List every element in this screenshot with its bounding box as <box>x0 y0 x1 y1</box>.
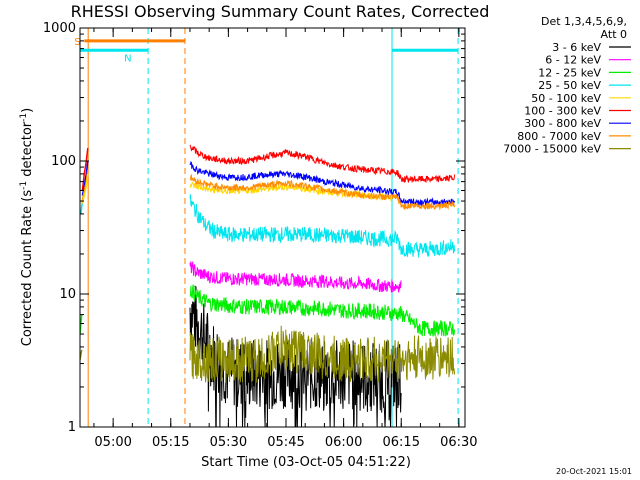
legend-entry-label: 50 - 100 keV <box>531 92 601 105</box>
series-line-8 <box>189 325 456 383</box>
y-axis-label-part1: Corrected Count Rate (s <box>20 190 35 347</box>
series-line-2 <box>189 284 456 337</box>
x-tick-label: 05:00 <box>94 435 131 450</box>
chart-title: RHESSI Observing Summary Count Rates, Co… <box>71 2 490 21</box>
x-axis-label: Start Time (03-Oct-05 04:51:22) <box>201 455 411 470</box>
y-axis-label-sup1: -1 <box>19 181 29 190</box>
saa-flag-label: S <box>74 37 80 48</box>
legend-entry-label: 100 - 300 keV <box>524 105 601 118</box>
night-flag-label: N <box>124 53 131 64</box>
y-axis-label-part2: detector <box>20 121 35 181</box>
legend-entry-label: 6 - 12 keV <box>545 54 601 67</box>
legend-entry-label: 3 - 6 keV <box>552 41 601 54</box>
legend-header-attenuator: Att 0 <box>601 28 627 41</box>
legend-header-detectors: Det 1,3,4,5,6,9, <box>541 15 627 28</box>
x-axis: 05:00 05:15 05:30 05:45 06:00 06:15 06:30 <box>93 28 478 450</box>
y-axis: 1 10 100 1000 <box>43 21 465 435</box>
series-line-5 <box>189 144 456 184</box>
series-line-0 <box>189 285 402 427</box>
legend-entry-label: 12 - 25 keV <box>538 66 601 79</box>
y-tick-label: 1000 <box>43 21 76 36</box>
y-axis-label-part3: ) <box>20 108 35 113</box>
series-line-6 <box>189 161 456 207</box>
plot-frame <box>79 27 466 428</box>
legend-entry-label: 25 - 50 keV <box>538 79 601 92</box>
x-tick-label: 05:30 <box>210 435 247 450</box>
x-tick-label: 06:00 <box>325 435 362 450</box>
x-tick-label: 06:30 <box>440 435 477 450</box>
series-layer <box>80 144 456 427</box>
x-tick-label: 05:15 <box>152 435 189 450</box>
legend-entry-label: 300 - 800 keV <box>524 117 601 130</box>
timestamp: 20-Oct-2021 15:01 <box>556 467 632 476</box>
early-segment-6 <box>81 173 89 204</box>
series-line-1 <box>189 260 402 293</box>
early-segment-3 <box>81 148 89 191</box>
y-tick-label: 100 <box>51 154 76 169</box>
x-tick-label: 06:15 <box>383 435 420 450</box>
y-axis-label: Corrected Count Rate (s-1 detector-1) <box>19 108 35 346</box>
legend-entry-label: 7000 - 15000 keV <box>503 143 601 156</box>
y-axis-label-sup2: -1 <box>19 113 29 122</box>
series-line-3 <box>189 194 456 258</box>
y-tick-label: 1 <box>68 420 76 435</box>
x-tick-label: 05:45 <box>267 435 304 450</box>
y-tick-label: 10 <box>59 287 76 302</box>
series-line-7 <box>189 173 456 211</box>
legend-entry-label: 800 - 7000 keV <box>517 130 601 143</box>
